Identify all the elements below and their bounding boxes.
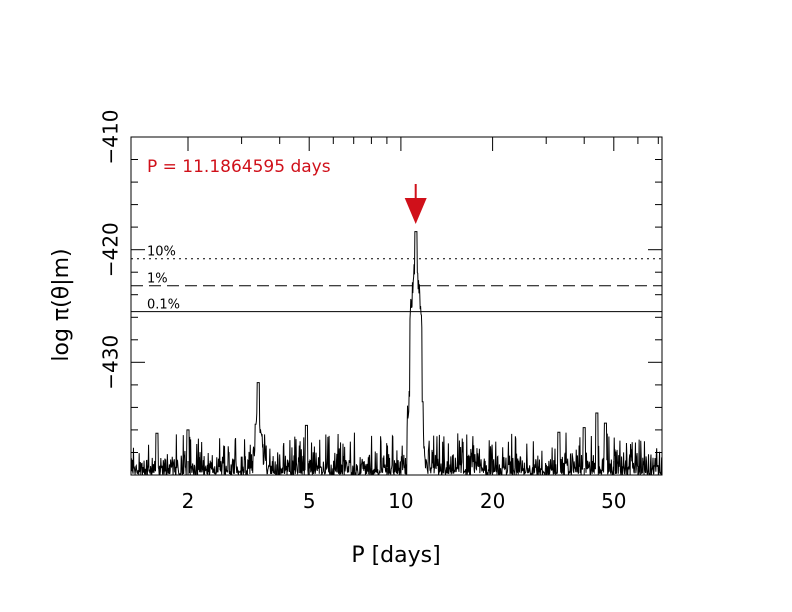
y-axis-label: log π(θ|m) [49, 248, 74, 361]
x-tick-label: 5 [303, 489, 316, 513]
y-tick-label: −410 [99, 110, 123, 165]
threshold-label: 1% [147, 272, 168, 287]
threshold-label: 0.1% [147, 298, 180, 313]
period-annotation: P = 11.1864595 days [147, 157, 331, 177]
threshold-label: 10% [147, 245, 176, 260]
periodogram-series [131, 231, 662, 475]
x-tick-label: 2 [182, 489, 195, 513]
x-axis-label: P [days] [351, 543, 440, 568]
x-tick-label: 10 [388, 489, 413, 513]
axis-ticks [131, 136, 662, 476]
plot-frame [130, 136, 663, 476]
x-tick-label: 20 [480, 489, 505, 513]
y-tick-label: −420 [99, 222, 123, 277]
x-tick-label: 50 [601, 489, 626, 513]
y-tick-label: −430 [99, 335, 123, 390]
y-tick-labels: −430 −420 −410 [99, 110, 123, 390]
x-tick-labels: 2 5 10 20 50 [182, 489, 627, 513]
best-period-arrow-head [404, 198, 427, 224]
